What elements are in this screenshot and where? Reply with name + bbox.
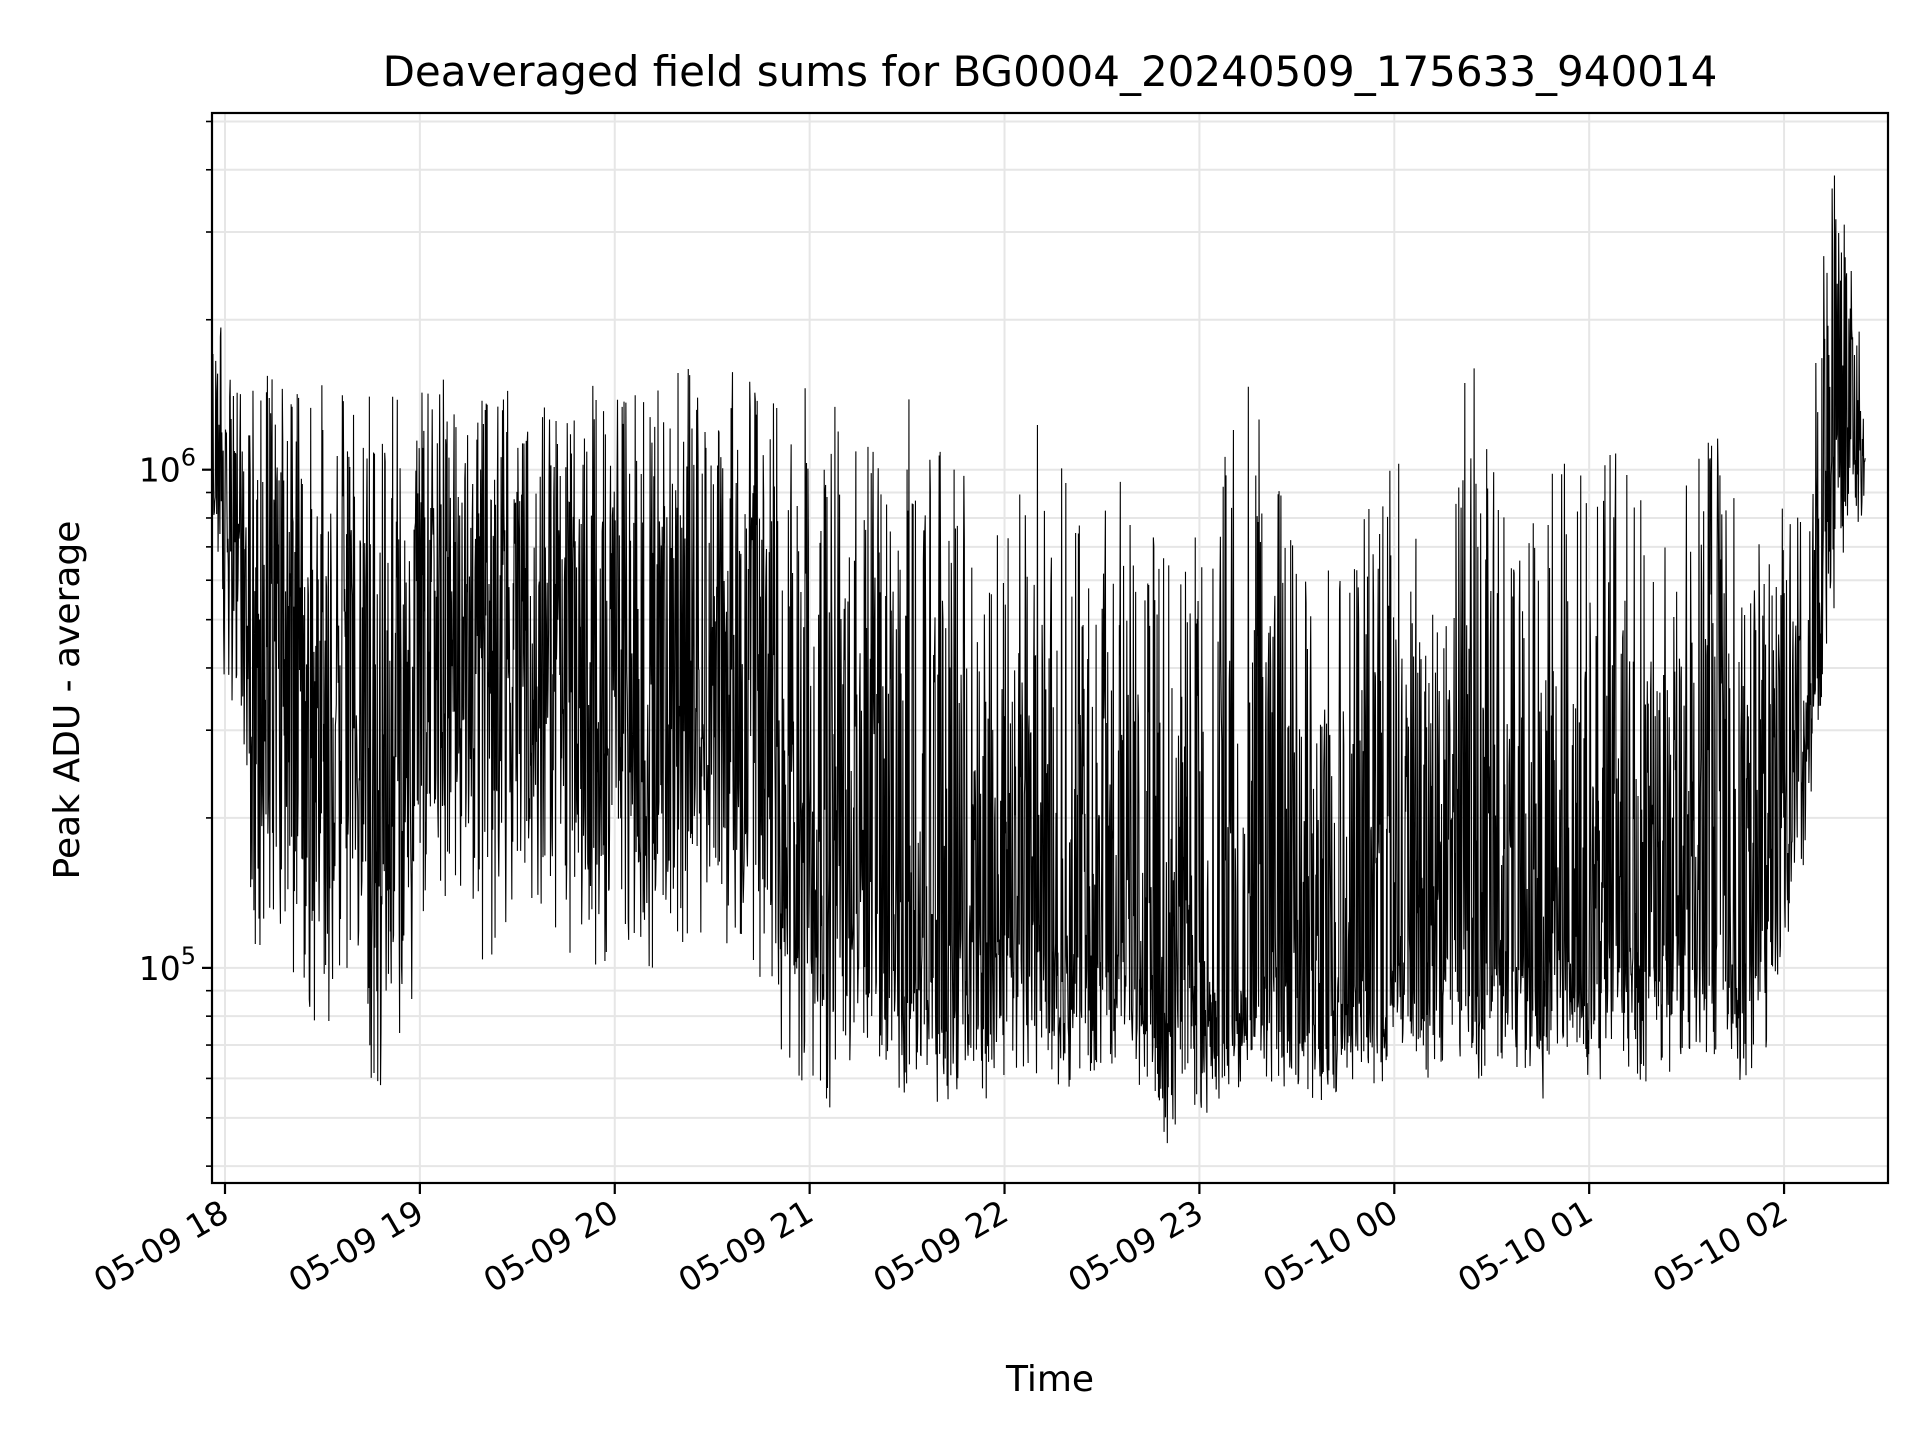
x-axis-label: Time [1005,1359,1094,1400]
x-tick-label: 05-10 00 [1256,1192,1404,1300]
x-tick-label: 05-09 23 [1061,1192,1209,1300]
y-axis: 105 106 [139,120,212,1167]
y-tick-label: 105 [139,942,196,988]
x-tick-label: 05-09 21 [672,1192,820,1300]
chart-title: Deaveraged field sums for BG0004_2024050… [383,47,1718,96]
x-tick-label: 05-09 18 [87,1192,235,1300]
x-axis: 05-09 18 05-09 19 05-09 20 05-09 21 05-09 22… [87,1183,1794,1300]
x-tick-label: 05-09 20 [477,1192,625,1300]
x-tick-label: 05-09 22 [867,1192,1015,1300]
y-tick-label: 106 [139,444,196,490]
x-tick-label: 05-10 02 [1646,1192,1794,1300]
series-line [211,175,1866,1144]
data-series [211,175,1866,1144]
y-axis-label: Peak ADU - average [47,521,88,880]
x-tick-label: 05-09 19 [282,1192,430,1300]
x-tick-label: 05-10 01 [1451,1192,1599,1300]
plot-frame [210,111,1890,1185]
